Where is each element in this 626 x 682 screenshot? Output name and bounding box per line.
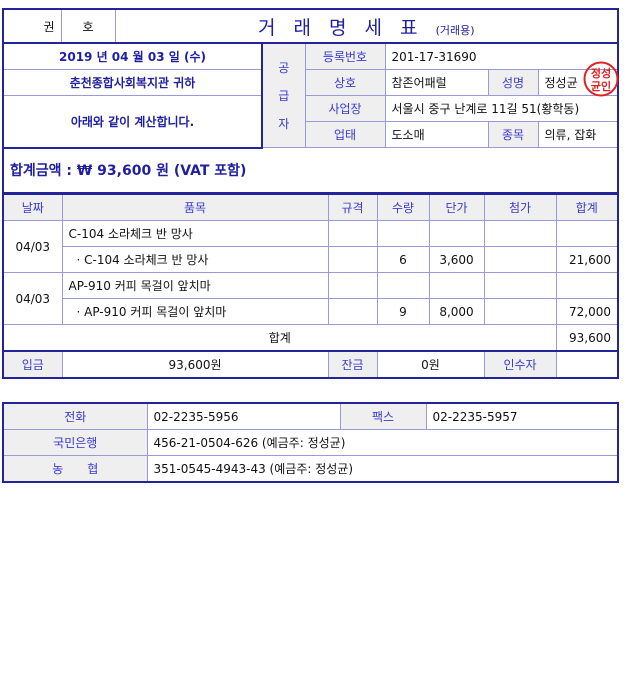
row-date: 04/03: [2, 220, 63, 273]
items-header: 날짜 품목 규격 수량 단가 첨가 합계: [2, 193, 619, 221]
contact-table: 전화 02-2235-5956 팩스 02-2235-5957 국민은행 456…: [2, 402, 619, 483]
total-label: 합계: [2, 324, 557, 352]
row-extra: [483, 246, 557, 273]
receiver-label: 인수자: [483, 350, 557, 379]
row-extra: [483, 298, 557, 325]
name-label: 상호: [304, 69, 386, 96]
date: 2019 년 04 월 03 일 (수): [2, 42, 263, 70]
reg-value: 201-17-31690: [384, 42, 619, 70]
total-row: 합계 93,600: [2, 324, 619, 352]
item-label: 종목: [487, 121, 539, 148]
message: 아래와 같이 계산합니다.: [2, 95, 263, 149]
row-spec: [327, 246, 378, 273]
reg-label: 등록번호: [304, 42, 386, 70]
col-sum: 합계: [555, 193, 619, 221]
total-value: 93,600: [555, 324, 619, 352]
table-row: 04/03 C-104 소라체크 반 망사: [2, 220, 619, 273]
row-sum: 72,000: [555, 298, 619, 325]
deposit-label: 입금: [2, 350, 63, 379]
table-row: 04/03 AP-910 커피 목걸이 앞치마: [2, 272, 619, 325]
total-amount: 합계금액 : ₩ 93,600 원 (VAT 포함): [2, 147, 619, 193]
page-title: 거 래 명 세 표 (거래용): [114, 8, 619, 44]
gwon-label: 권: [2, 8, 62, 44]
col-price: 단가: [428, 193, 485, 221]
row-item-name: AP-910 커피 목걸이 앞치마: [61, 272, 329, 299]
phone-value: 02-2235-5956: [146, 402, 341, 430]
bank2-value: 351-0545-4943-43 (예금주: 정성균): [146, 455, 619, 483]
fax-value: 02-2235-5957: [425, 402, 619, 430]
item-value: 의류, 잡화: [537, 121, 619, 148]
fax-label: 팩스: [339, 402, 427, 430]
type-label: 업태: [304, 121, 386, 148]
row-date: 04/03: [2, 272, 63, 325]
addr-label: 사업장: [304, 95, 386, 122]
row-price: 3,600: [428, 246, 485, 273]
invoice-header: 권 호 거 래 명 세 표 (거래용) 2019 년 04 월 03 일 (수)…: [2, 8, 619, 194]
row-price: 8,000: [428, 298, 485, 325]
receiver-value: [555, 350, 619, 379]
owner-label: 성명: [487, 69, 539, 96]
phone-label: 전화: [2, 402, 148, 430]
col-item: 품목: [61, 193, 329, 221]
row-qty: 9: [376, 298, 430, 325]
bank2-label: 농 협: [2, 455, 148, 483]
table-row: · AP-910 커피 목걸이 앞치마 9 8,000 72,000: [3, 298, 619, 325]
row-sub-item: · C-104 소라체크 반 망사: [61, 246, 329, 273]
ho-label: 호: [60, 8, 116, 44]
row-spec: [327, 298, 378, 325]
recipient: 춘천종합사회복지관 귀하: [2, 69, 263, 96]
items-table: 날짜 품목 규격 수량 단가 첨가 합계 04/03 C-104 소라체크 반 …: [2, 193, 619, 379]
svg-text:정성: 정성: [591, 66, 611, 80]
col-qty: 수량: [376, 193, 430, 221]
row-qty: 6: [376, 246, 430, 273]
col-spec: 규격: [327, 193, 378, 221]
seal-stamp-icon: 정성 균인: [583, 61, 619, 97]
svg-text:균인: 균인: [591, 79, 611, 93]
table-row: · C-104 소라체크 반 망사 6 3,600 21,600: [3, 246, 619, 273]
owner-value: 정성균: [537, 69, 619, 96]
type-value: 도소매: [384, 121, 489, 148]
row-item-name: C-104 소라체크 반 망사: [61, 220, 329, 247]
balance-label: 잔금: [327, 350, 378, 379]
deposit-value: 93,600원: [61, 350, 329, 379]
col-date: 날짜: [2, 193, 63, 221]
name-value: 참존어패럴: [384, 69, 489, 96]
balance-value: 0원: [376, 350, 485, 379]
payment-row: 입금 93,600원 잔금 0원 인수자: [2, 350, 619, 379]
row-sub-item: · AP-910 커피 목걸이 앞치마: [61, 298, 329, 325]
bank1-value: 456-21-0504-626 (예금주: 정성균): [146, 429, 619, 456]
bank1-label: 국민은행: [2, 429, 148, 456]
col-extra: 첨가: [483, 193, 557, 221]
addr-value: 서울시 중구 난계로 11길 51(황학동): [384, 95, 619, 122]
row-sum: 21,600: [555, 246, 619, 273]
